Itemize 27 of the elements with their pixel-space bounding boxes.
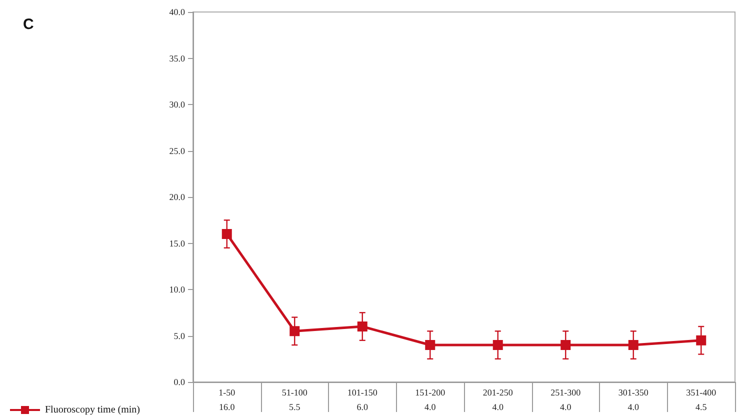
- x-tick-label: 51-100: [282, 388, 308, 398]
- x-tick-label: 251-300: [550, 388, 582, 398]
- data-label: 4.5: [696, 402, 708, 412]
- y-tick-label: 25.0: [169, 146, 186, 156]
- x-tick-label: 351-400: [686, 388, 717, 398]
- x-tick-label: 101-150: [347, 388, 378, 398]
- x-tick-label: 201-250: [482, 388, 514, 398]
- data-label: 4.0: [424, 402, 436, 412]
- data-label: 6.0: [356, 402, 368, 412]
- legend-label: Fluoroscopy time (min): [45, 404, 140, 416]
- data-label: 5.5: [289, 402, 301, 412]
- data-label: 4.0: [492, 402, 504, 412]
- data-label: 4.0: [628, 402, 640, 412]
- data-label: 16.0: [219, 402, 236, 412]
- y-tick-label: 30.0: [169, 100, 186, 110]
- x-tick-label: 151-200: [415, 388, 446, 398]
- y-tick-label: 20.0: [169, 192, 186, 202]
- y-tick-label: 40.0: [169, 7, 186, 17]
- y-tick-label: 5.0: [174, 330, 186, 341]
- y-tick-label: 0.0: [174, 377, 186, 387]
- text: C: [23, 16, 34, 33]
- y-tick-label: 35.0: [169, 53, 186, 64]
- x-tick-label: 1-50: [218, 388, 236, 398]
- data-label: 4.0: [560, 402, 572, 412]
- y-tick-label: 15.0: [169, 238, 186, 248]
- x-tick-label: 301-350: [618, 388, 649, 398]
- y-tick-label: 10.0: [169, 284, 186, 294]
